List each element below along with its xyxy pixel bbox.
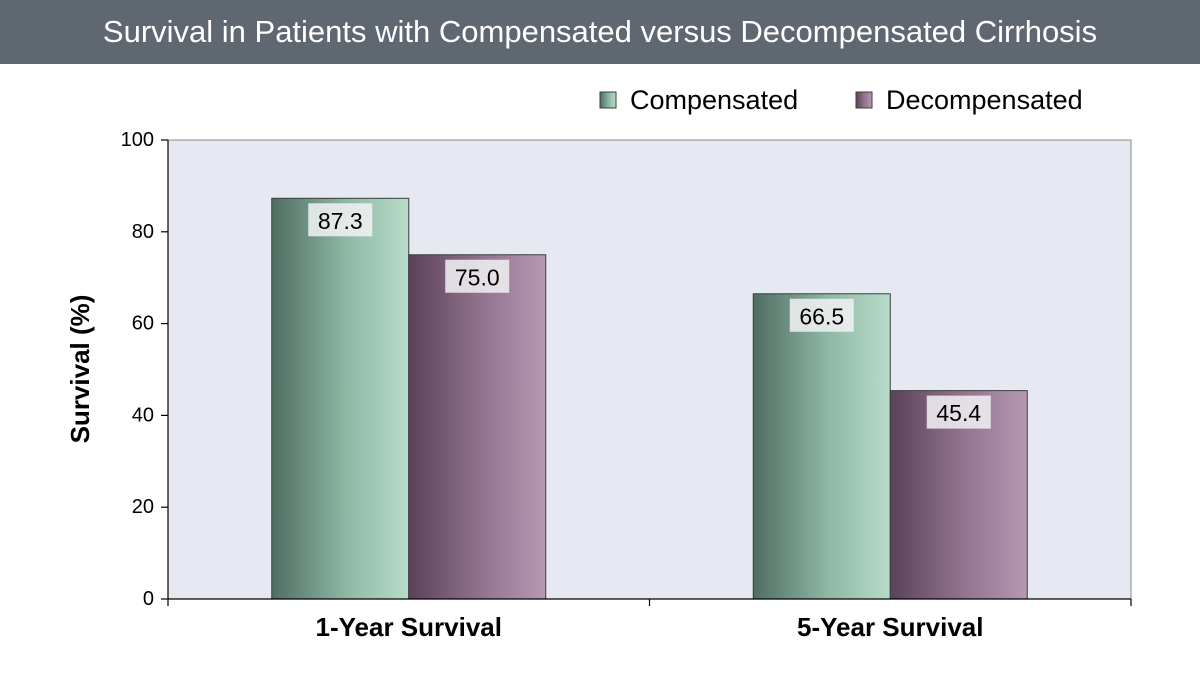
axes-layer: 0 20 40 60 80 100 bbox=[121, 129, 1132, 610]
x-tick-label: 1-Year Survival bbox=[316, 612, 502, 642]
legend: Compensated Decompensated bbox=[599, 85, 1083, 115]
x-tick-label: 5-Year Survival bbox=[797, 612, 983, 642]
legend-label-decompensated: Decompensated bbox=[886, 85, 1083, 115]
bar-compensated-2 bbox=[752, 293, 891, 600]
y-tick-label: 0 bbox=[143, 588, 154, 610]
y-tick-label: 40 bbox=[132, 404, 154, 426]
data-label: 87.3 bbox=[318, 208, 363, 234]
y-tick-label: 80 bbox=[132, 221, 154, 243]
data-label: 45.4 bbox=[936, 400, 981, 426]
data-label-bg bbox=[445, 259, 510, 293]
bar-compensated-1 bbox=[271, 197, 410, 600]
y-tick-label: 20 bbox=[132, 496, 154, 518]
labels-layer: 87.3 75.0 1-Year Survival 66.5 45.4 5-Year Su… bbox=[308, 203, 991, 642]
data-label: 66.5 bbox=[799, 303, 844, 329]
data-label: 75.0 bbox=[455, 264, 500, 290]
legend-swatch-decompensated bbox=[855, 91, 873, 109]
legend-swatch-compensated bbox=[599, 91, 617, 109]
chart-title: Survival in Patients with Compensated ve… bbox=[102, 14, 1098, 49]
data-label-bg bbox=[308, 203, 373, 237]
bar-decompensated-1 bbox=[408, 254, 547, 600]
y-axis-title: Survival (%) bbox=[65, 295, 95, 444]
y-tick-label: 100 bbox=[121, 129, 154, 151]
data-label-bg bbox=[789, 298, 854, 332]
title-bar: Survival in Patients with Compensated ve… bbox=[0, 0, 1200, 64]
data-label-bg bbox=[926, 395, 991, 429]
y-tick-label: 60 bbox=[132, 313, 154, 335]
legend-label-compensated: Compensated bbox=[630, 85, 798, 115]
